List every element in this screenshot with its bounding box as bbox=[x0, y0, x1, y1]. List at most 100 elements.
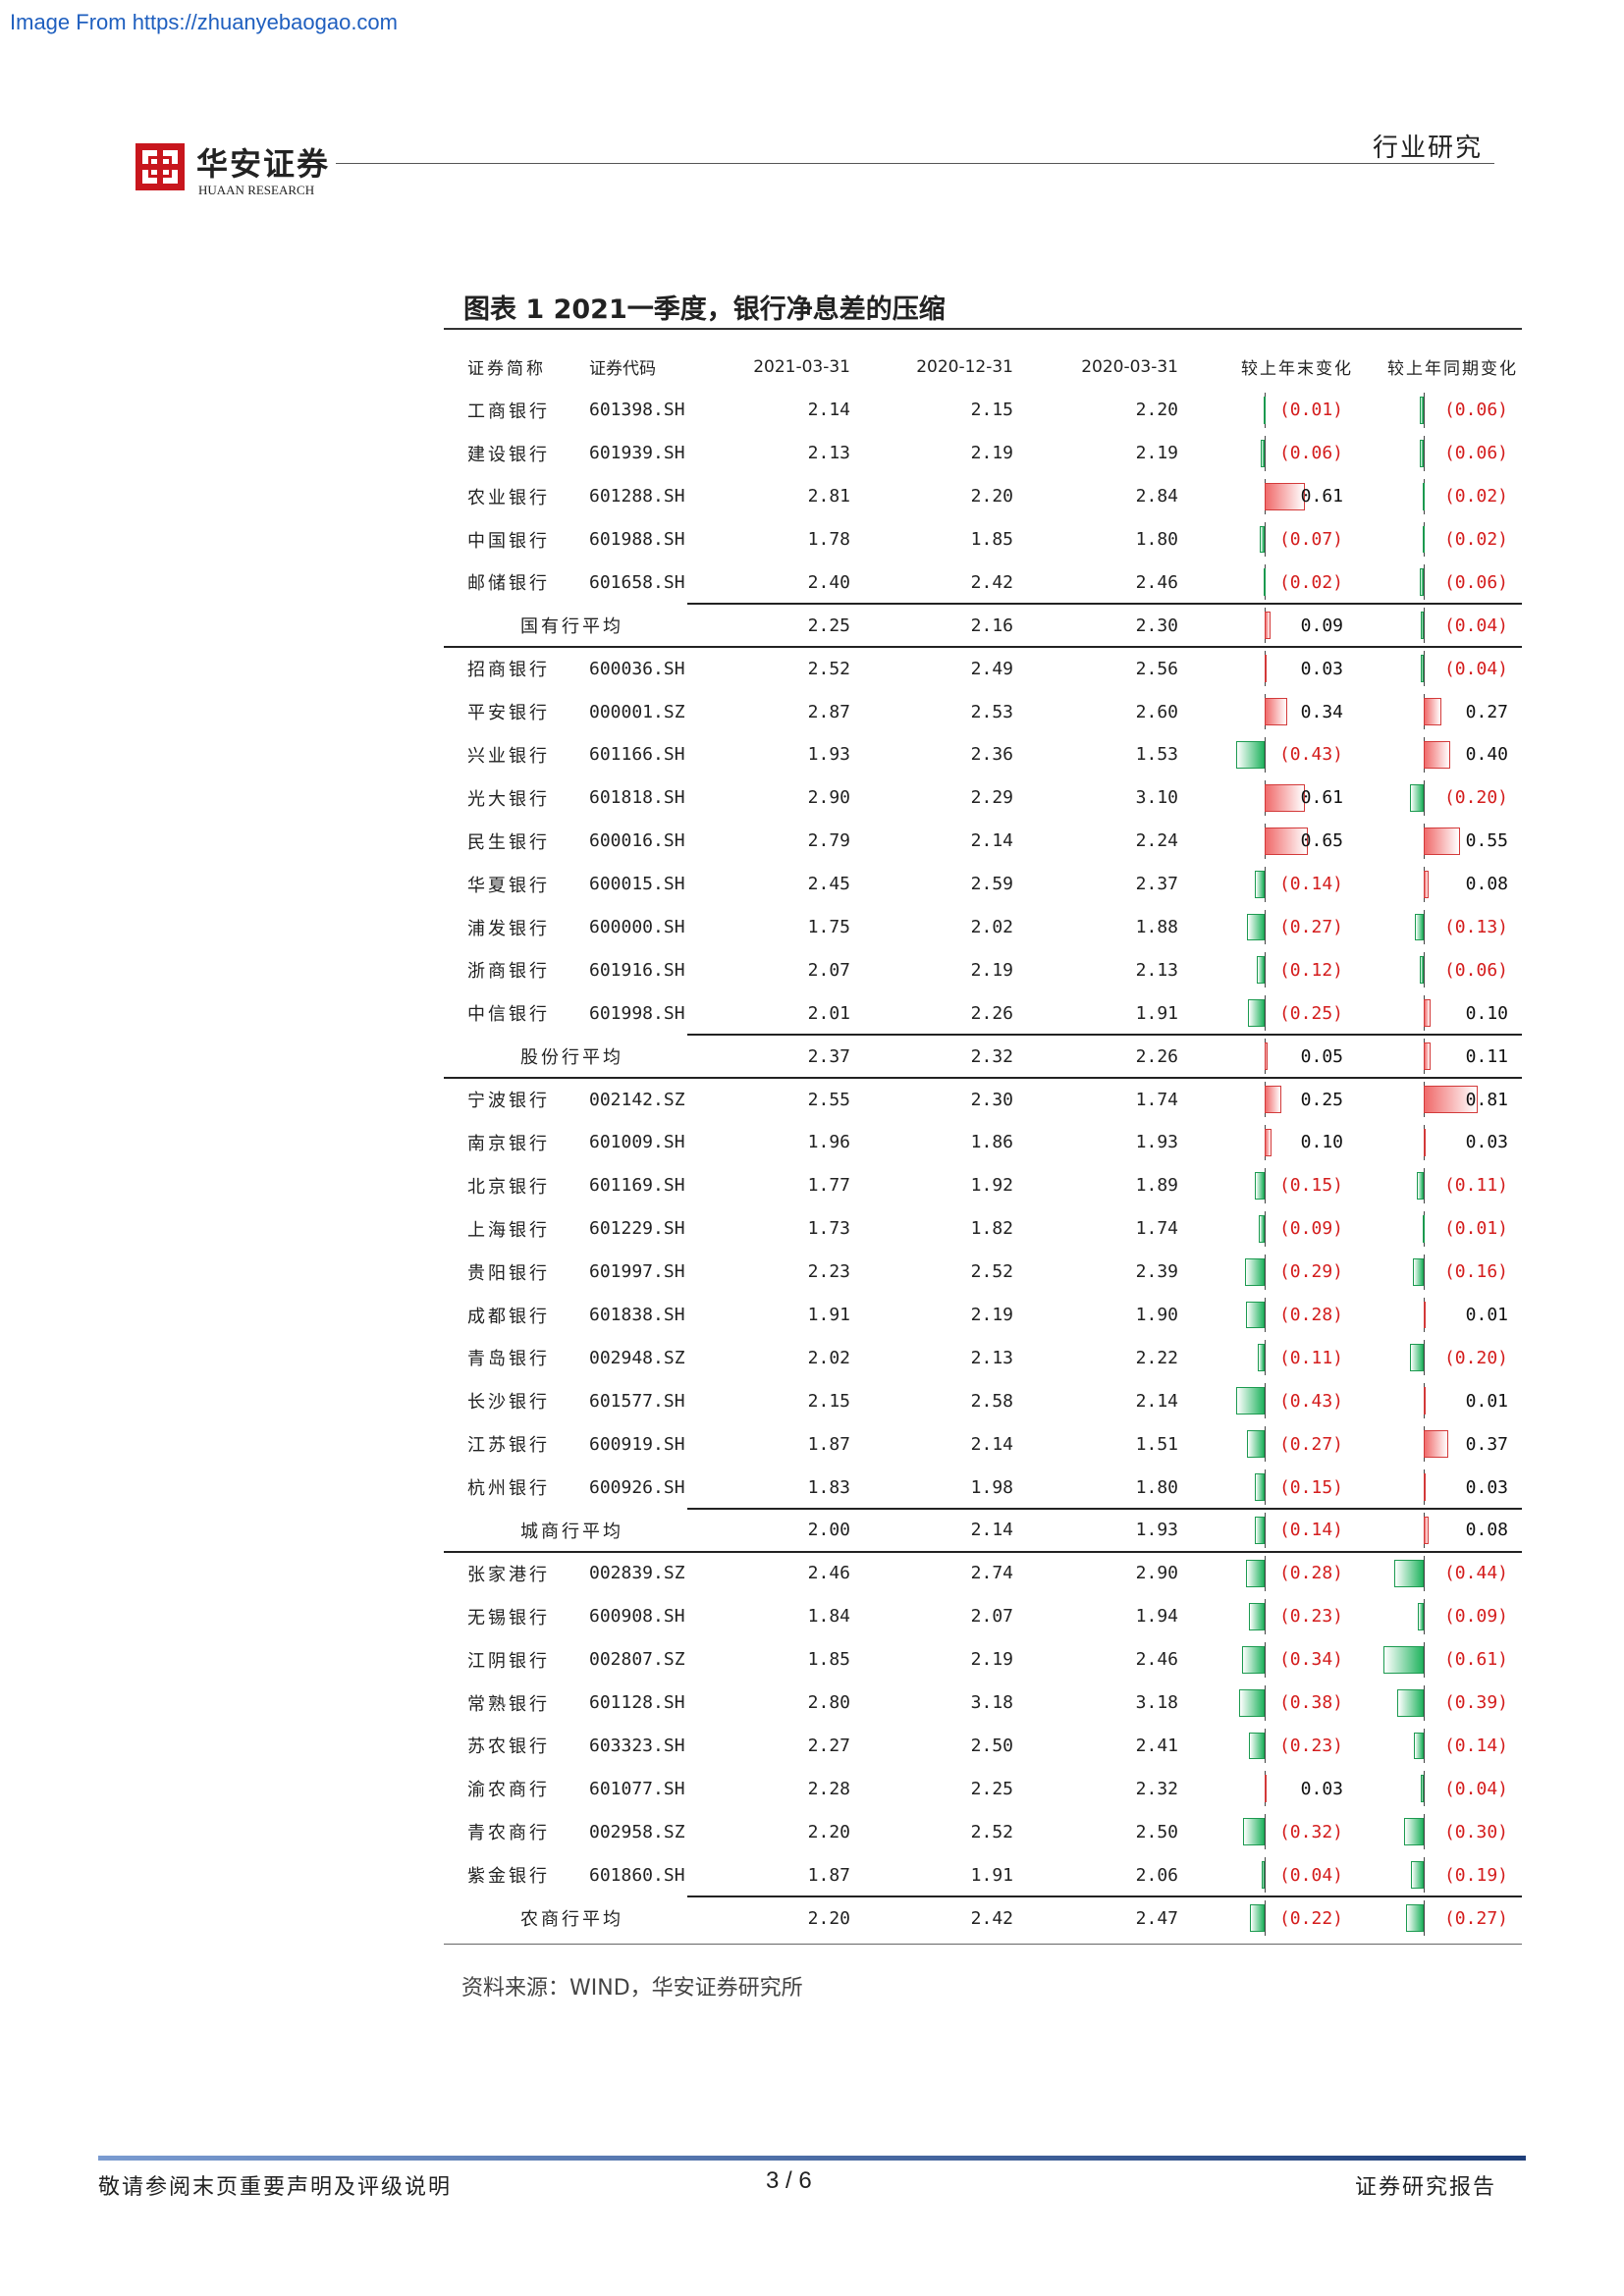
group-subtotal-rule bbox=[687, 1034, 1522, 1037]
bar-axis bbox=[1424, 435, 1425, 471]
nim-value-v1: 1.87 bbox=[807, 1433, 850, 1455]
stock-code: 002807.SZ bbox=[589, 1649, 685, 1671]
bank-name: 招商银行 bbox=[467, 660, 550, 681]
bar-negative bbox=[1248, 999, 1265, 1028]
nim-value-v1: 2.52 bbox=[807, 658, 850, 679]
bar-positive bbox=[1265, 698, 1288, 726]
col-header-chg-yearend: 较上年末变化 bbox=[1241, 359, 1353, 380]
bar-negative bbox=[1254, 1473, 1265, 1502]
nim-value-v3: 2.37 bbox=[1135, 874, 1178, 895]
bar-negative bbox=[1382, 1645, 1424, 1674]
bar-axis bbox=[1265, 1900, 1266, 1936]
nim-value-v2: 2.25 bbox=[970, 1778, 1013, 1799]
change-value: 0.08 bbox=[1465, 1520, 1508, 1541]
bank-name: 张家港行 bbox=[467, 1564, 550, 1585]
change-vs-yearend: (0.14) bbox=[1186, 863, 1353, 906]
bar-axis bbox=[1424, 909, 1425, 945]
change-vs-lastyear: 0.55 bbox=[1353, 820, 1518, 863]
bar-axis bbox=[1424, 1814, 1425, 1850]
bank-name: 浦发银行 bbox=[467, 918, 550, 939]
figure-title: 图表 1 2021一季度，银行净息差的压缩 bbox=[463, 294, 946, 325]
change-value: (0.04) bbox=[1443, 1778, 1508, 1799]
bar-negative bbox=[1260, 439, 1265, 467]
bar-axis bbox=[1424, 1254, 1425, 1290]
nim-value-v3: 2.32 bbox=[1135, 1778, 1178, 1799]
stock-code: 601658.SH bbox=[589, 571, 685, 593]
watermark-link[interactable]: Image From https://zhuanyebaogao.com bbox=[10, 10, 398, 34]
stock-code: 601997.SH bbox=[589, 1261, 685, 1283]
nim-value-v3: 1.74 bbox=[1135, 1089, 1178, 1110]
stock-code: 601229.SH bbox=[589, 1218, 685, 1240]
col-header-code: 证券代码 bbox=[589, 359, 656, 380]
bank-name: 中国银行 bbox=[467, 530, 550, 552]
nim-value-v1: 2.45 bbox=[807, 874, 850, 895]
bar-axis bbox=[1265, 1426, 1266, 1463]
stock-code: 600919.SH bbox=[589, 1433, 685, 1455]
bank-name: 建设银行 bbox=[467, 444, 550, 465]
stock-code: 002142.SZ bbox=[589, 1089, 685, 1110]
bar-positive bbox=[1424, 741, 1451, 769]
nim-value-v1: 2.40 bbox=[807, 571, 850, 593]
nim-value-v3: 1.90 bbox=[1135, 1305, 1178, 1326]
bar-axis bbox=[1424, 564, 1425, 601]
change-vs-lastyear: (0.16) bbox=[1353, 1251, 1518, 1294]
bar-axis bbox=[1265, 1513, 1266, 1548]
table-row: 无锡银行 600908.SH 1.84 2.07 1.94 (0.23) (0.09) bbox=[444, 1595, 1522, 1638]
change-value: (0.30) bbox=[1443, 1821, 1508, 1842]
nim-value-v1: 1.87 bbox=[807, 1864, 850, 1886]
nim-value-v1: 2.80 bbox=[807, 1692, 850, 1714]
nim-value-v2: 2.14 bbox=[970, 1433, 1013, 1455]
change-value: (0.20) bbox=[1443, 787, 1508, 809]
nim-value-v1: 1.77 bbox=[807, 1175, 850, 1197]
change-vs-lastyear: (0.04) bbox=[1353, 604, 1518, 647]
bar-positive bbox=[1265, 655, 1268, 683]
bar-negative bbox=[1419, 568, 1424, 597]
change-value: (0.15) bbox=[1278, 1476, 1343, 1498]
table-bottom-rule bbox=[444, 1944, 1522, 1946]
bar-negative bbox=[1419, 396, 1424, 424]
bar-axis bbox=[1265, 866, 1266, 902]
bar-negative bbox=[1246, 913, 1265, 941]
nim-value-v1: 2.20 bbox=[807, 1821, 850, 1842]
bar-negative bbox=[1264, 396, 1267, 424]
change-value: (0.02) bbox=[1443, 486, 1508, 507]
bar-axis bbox=[1424, 952, 1425, 988]
change-vs-yearend: 0.03 bbox=[1186, 1767, 1353, 1810]
nim-value-v2: 2.52 bbox=[970, 1821, 1013, 1842]
col-header-2020q4: 2020-12-31 bbox=[916, 356, 1013, 377]
nim-value-v1: 1.75 bbox=[807, 917, 850, 938]
nim-value-v2: 2.52 bbox=[970, 1261, 1013, 1283]
nim-value-v3: 1.89 bbox=[1135, 1175, 1178, 1197]
bar-negative bbox=[1413, 1257, 1424, 1286]
bar-axis bbox=[1265, 1254, 1266, 1290]
change-vs-lastyear: 0.81 bbox=[1353, 1078, 1518, 1121]
change-vs-lastyear: (0.20) bbox=[1353, 1336, 1518, 1379]
change-vs-yearend: (0.38) bbox=[1186, 1682, 1353, 1725]
change-vs-yearend: (0.28) bbox=[1186, 1552, 1353, 1595]
bar-axis bbox=[1424, 1340, 1425, 1376]
change-value: (0.13) bbox=[1443, 917, 1508, 938]
bank-name: 长沙银行 bbox=[467, 1392, 550, 1414]
bar-axis bbox=[1265, 1210, 1266, 1247]
bar-negative bbox=[1254, 1171, 1265, 1200]
change-value: (0.27) bbox=[1443, 1907, 1508, 1929]
nim-value-v1: 1.78 bbox=[807, 529, 850, 550]
bank-name: 贵阳银行 bbox=[467, 1262, 550, 1284]
change-vs-lastyear: (0.19) bbox=[1353, 1853, 1518, 1896]
change-vs-yearend: (0.28) bbox=[1186, 1294, 1353, 1337]
change-value: 0.37 bbox=[1465, 1433, 1508, 1455]
change-value: (0.27) bbox=[1278, 1433, 1343, 1455]
change-value: 0.34 bbox=[1300, 701, 1343, 722]
page-number: 3 / 6 bbox=[766, 2167, 812, 2194]
nim-value-v1: 2.07 bbox=[807, 959, 850, 981]
bar-negative bbox=[1397, 1688, 1424, 1717]
bar-negative bbox=[1257, 1344, 1265, 1372]
bar-negative bbox=[1263, 568, 1266, 597]
bank-name: 农业银行 bbox=[467, 487, 550, 508]
bank-name: 宁波银行 bbox=[467, 1091, 550, 1112]
stock-code: 601288.SH bbox=[589, 486, 685, 507]
change-value: (0.19) bbox=[1443, 1864, 1508, 1886]
change-value: 0.03 bbox=[1300, 658, 1343, 679]
bar-negative bbox=[1415, 913, 1424, 941]
change-value: (0.12) bbox=[1278, 959, 1343, 981]
